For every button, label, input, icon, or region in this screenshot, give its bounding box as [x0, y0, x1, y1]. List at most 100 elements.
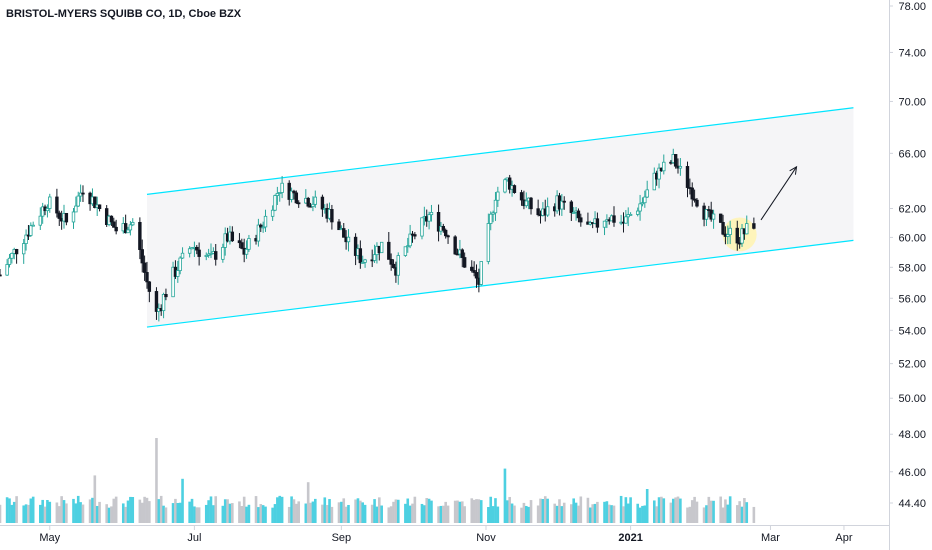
volume-bar [392, 501, 395, 523]
volume-bar [693, 496, 696, 523]
volume-bar [380, 505, 383, 523]
volume-bar [209, 496, 213, 523]
volume-bar [171, 503, 175, 523]
candle-body [529, 197, 533, 210]
time-tick-label: Mar [761, 532, 780, 544]
candle-body [536, 208, 540, 216]
candle-body [31, 224, 35, 227]
candle-body [289, 190, 294, 200]
volume-bar [347, 504, 350, 523]
volume-bar [214, 496, 218, 523]
volume-bar [354, 499, 357, 523]
volume-bar [437, 506, 440, 523]
candle-body [138, 221, 142, 250]
volume-bar [261, 505, 265, 523]
volume-bar [188, 501, 191, 523]
volume-bar [10, 504, 14, 523]
candle-body [273, 195, 277, 211]
volume-bar [223, 499, 227, 523]
volume-bar [240, 506, 244, 523]
candle-body [436, 212, 441, 232]
volume-bar [574, 502, 578, 523]
volume-bar [624, 497, 628, 523]
volume-bar [721, 507, 725, 523]
candle-body [479, 261, 483, 285]
volume-bar [430, 500, 433, 523]
candles-layer [0, 148, 756, 322]
volume-bar [193, 506, 196, 523]
volume-bar [674, 497, 677, 523]
volume-bar [605, 501, 609, 523]
volume-bar [254, 496, 258, 523]
price-tick-label: 62.00 [898, 203, 926, 215]
candle-body [204, 254, 208, 257]
candle-body [306, 197, 310, 207]
volume-bar [688, 506, 692, 523]
volume-bar [159, 495, 163, 523]
volume-bar [629, 497, 632, 523]
candle-body [38, 215, 43, 226]
volume-bar [728, 496, 732, 523]
candle-body [372, 254, 377, 261]
volume-bar [295, 503, 298, 523]
candle-body [195, 246, 199, 251]
candle-body [576, 210, 581, 219]
candle-body [512, 185, 517, 193]
volume-bar [527, 506, 530, 523]
candle-body [57, 212, 61, 219]
price-tick-label: 74.00 [898, 47, 926, 59]
candle-body [126, 229, 130, 234]
volume-bar [508, 496, 511, 523]
price-tick-label: 58.00 [898, 262, 926, 274]
volume-bar [114, 496, 118, 523]
candle-body [275, 193, 280, 196]
volume-bar [541, 498, 545, 523]
price-tick-label: 50.00 [898, 393, 926, 405]
volume-bar [610, 505, 613, 523]
candle-body [178, 257, 182, 271]
candle-body [247, 238, 251, 250]
candle-body [472, 270, 476, 273]
volume-bar [257, 507, 260, 523]
candle-body [214, 251, 218, 260]
channel-upper-line [146, 107, 854, 195]
candle-body [462, 257, 467, 268]
projection-arrow-line [760, 166, 797, 221]
candle-body [131, 221, 135, 226]
volume-bar [93, 475, 97, 523]
volume-bar [356, 498, 360, 523]
volume-bar [712, 500, 715, 523]
volume-bar [446, 505, 450, 523]
volume-bar [27, 504, 30, 523]
candle-body [524, 200, 528, 207]
volume-bar [705, 505, 708, 523]
candle-body [346, 236, 351, 243]
candle-body [474, 272, 479, 279]
volume-bar [91, 497, 94, 523]
volume-bar [510, 503, 514, 523]
candle-body [718, 213, 723, 223]
volume-bar [330, 506, 334, 523]
channel-lower-line [146, 239, 854, 328]
volume-bar [181, 478, 184, 523]
volume-bar [660, 496, 663, 523]
candle-body [112, 221, 116, 228]
candle-body [29, 225, 33, 236]
volume-bar [735, 505, 739, 523]
volume-bar [475, 499, 478, 523]
volume-bar [46, 500, 49, 523]
candle-body [396, 255, 400, 276]
candle-body [280, 182, 284, 193]
volume-bar [638, 507, 642, 523]
volume-bar [321, 504, 324, 523]
candle-body [460, 249, 464, 258]
volume-bar [726, 504, 730, 523]
candle-body [493, 199, 498, 214]
volume-bar [143, 496, 146, 523]
candle-body [711, 213, 716, 220]
volume-bar [562, 502, 566, 523]
volume-bar [641, 505, 644, 523]
volume-bar [88, 499, 92, 523]
candle-body [263, 215, 268, 228]
